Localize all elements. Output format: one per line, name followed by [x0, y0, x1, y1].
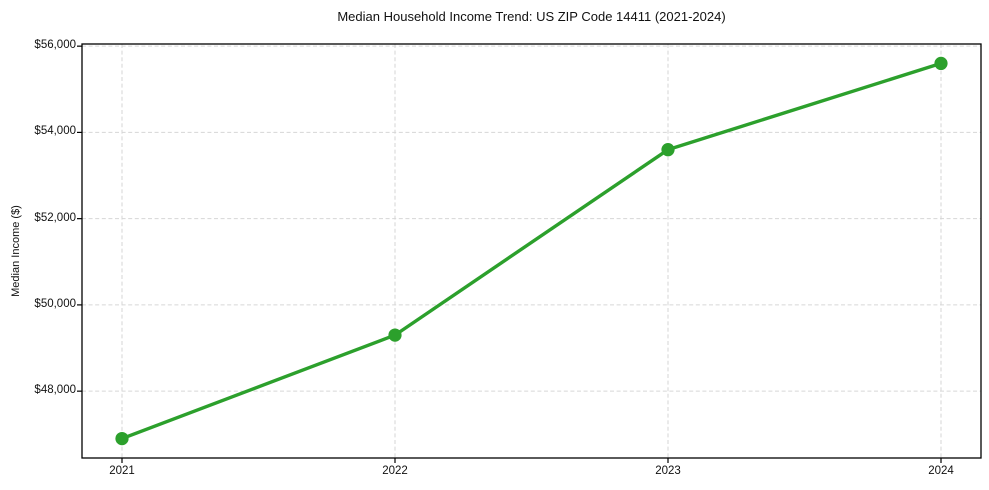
y-tick-label: $52,000: [34, 211, 76, 224]
y-tick-label: $50,000: [34, 297, 76, 310]
x-tick-label: 2022: [382, 465, 408, 477]
data-point-2022: [388, 328, 402, 342]
x-tick-label: 2023: [655, 465, 681, 477]
data-point-2023: [661, 143, 675, 157]
y-tick-label: $54,000: [34, 125, 76, 138]
data-point-2021: [115, 431, 129, 446]
data-line: [120, 61, 943, 441]
y-tick-label: $48,000: [34, 384, 76, 397]
data-point-2024: [934, 56, 948, 71]
x-tick-label: 2021: [109, 465, 135, 477]
x-tick-label: 2024: [928, 465, 954, 477]
y-tick-label: $56,000: [34, 39, 76, 52]
chart-title: Median Household Income Trend: US ZIP Co…: [337, 9, 726, 24]
plot-frame: [81, 43, 982, 459]
